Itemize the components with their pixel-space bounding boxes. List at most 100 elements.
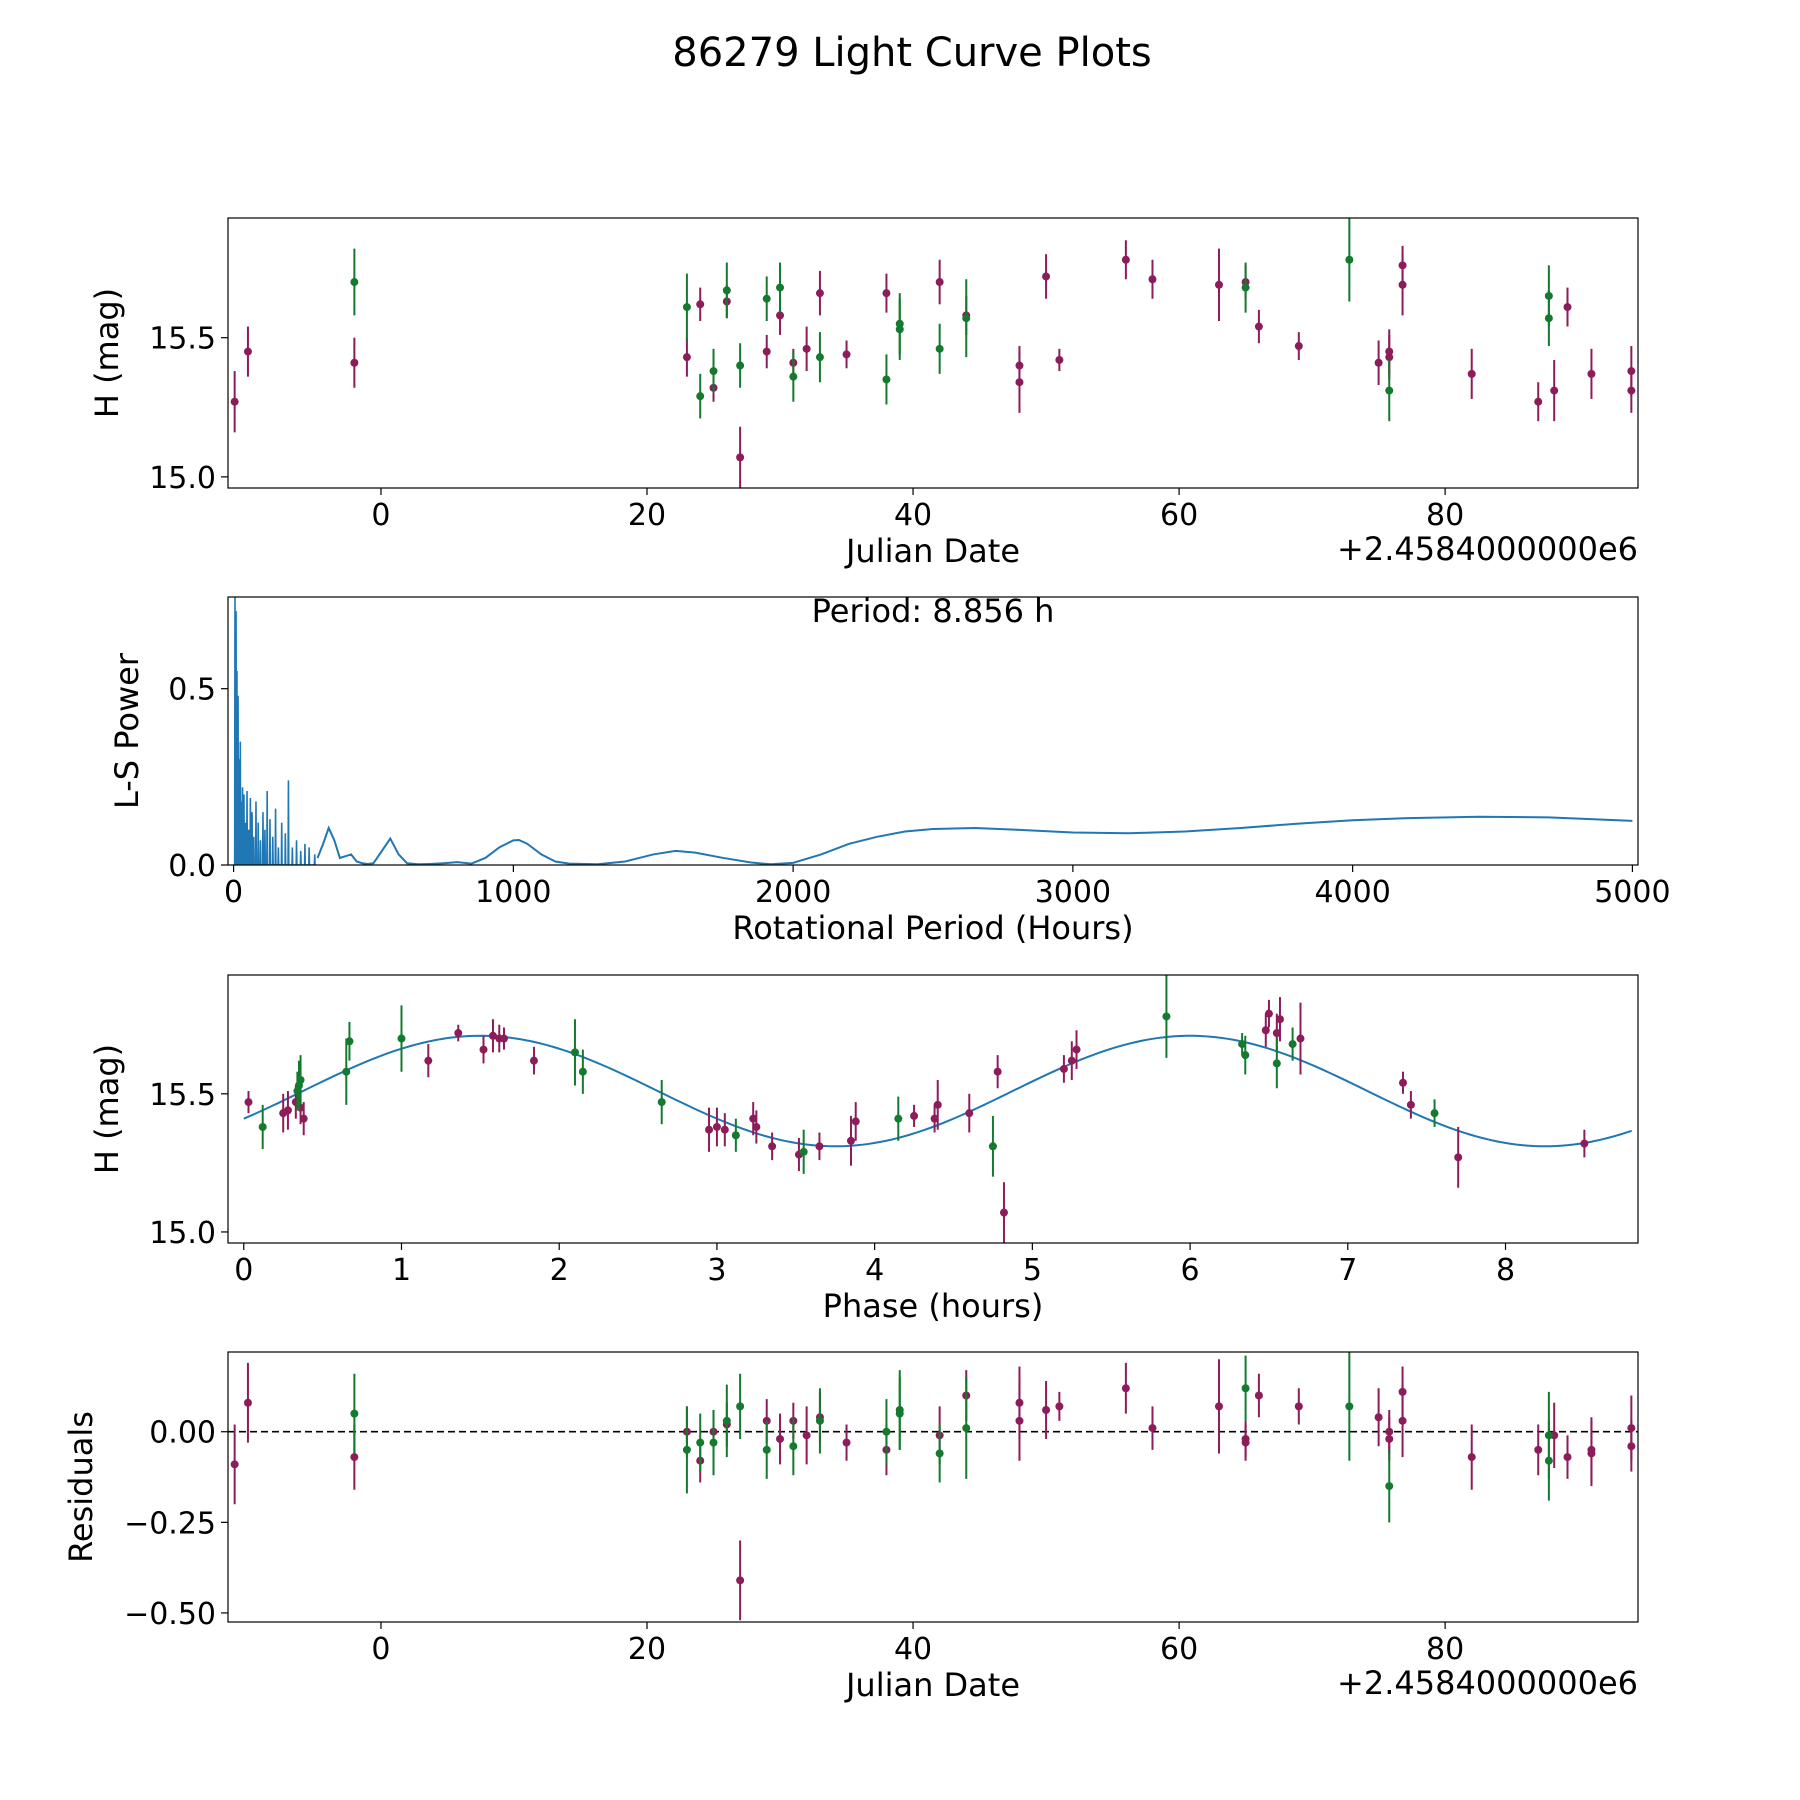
data-point	[244, 1098, 253, 1107]
data-point	[802, 1431, 811, 1440]
x-tick-label: 20	[628, 498, 666, 533]
data-point	[1627, 367, 1636, 376]
data-point	[933, 1100, 942, 1109]
data-point	[1121, 255, 1130, 264]
data-point	[243, 1398, 252, 1407]
data-point	[230, 1460, 239, 1469]
data-point	[1241, 1384, 1250, 1393]
data-point	[529, 1056, 538, 1065]
x-tick-label: 2000	[755, 875, 831, 910]
x-axis-label: Rotational Period (Hours)	[732, 909, 1133, 947]
x-tick-label: 4000	[1314, 875, 1390, 910]
data-point	[1467, 1453, 1476, 1462]
period-annotation: Period: 8.856 h	[812, 592, 1055, 630]
data-point	[965, 1109, 974, 1118]
data-point	[1254, 322, 1263, 331]
data-point	[1398, 1416, 1407, 1425]
data-point	[1587, 369, 1596, 378]
data-point	[1294, 342, 1303, 351]
data-point	[682, 303, 691, 312]
data-point	[1288, 1040, 1297, 1049]
data-point	[776, 1434, 785, 1443]
axes-frame	[227, 596, 1639, 866]
data-point	[1385, 1482, 1394, 1491]
axes-frame	[227, 217, 1639, 489]
data-point	[283, 1106, 292, 1115]
data-point	[768, 1142, 777, 1151]
data-point	[776, 311, 785, 320]
data-point	[350, 1409, 359, 1418]
series-band2	[350, 218, 1553, 422]
x-tick-label: 2	[550, 1253, 569, 1288]
data-point	[935, 1449, 944, 1458]
series-band1	[230, 240, 1636, 488]
data-point	[1238, 1040, 1247, 1049]
data-point	[762, 294, 771, 303]
data-point	[1214, 1402, 1223, 1411]
data-point	[1241, 283, 1250, 292]
data-point	[962, 1424, 971, 1433]
x-tick-label: 4	[865, 1253, 884, 1288]
data-point	[1162, 1012, 1171, 1021]
x-axis-label: Julian Date	[844, 1666, 1020, 1704]
data-point	[1148, 275, 1157, 284]
plot-area	[228, 1352, 1638, 1621]
data-point	[731, 1131, 740, 1140]
data-point	[1374, 1413, 1383, 1422]
data-point	[1015, 378, 1024, 387]
data-point	[1272, 1029, 1281, 1038]
data-point	[815, 289, 824, 298]
data-point	[1627, 1442, 1636, 1451]
data-point	[682, 353, 691, 362]
y-tick-label: 15.5	[149, 1078, 216, 1113]
data-point	[350, 358, 359, 367]
data-point	[789, 1442, 798, 1451]
data-point	[230, 397, 239, 406]
data-point	[1275, 1015, 1284, 1024]
data-point	[762, 1445, 771, 1454]
data-point	[578, 1067, 587, 1076]
x-axis-label: Julian Date	[844, 532, 1020, 570]
x-tick-label: 60	[1160, 498, 1198, 533]
data-point	[1241, 1051, 1250, 1060]
data-point	[1550, 386, 1559, 395]
data-point	[1467, 369, 1476, 378]
y-axis-label: H (mag)	[88, 1044, 126, 1174]
y-tick-label: −0.25	[124, 1506, 216, 1541]
data-point	[988, 1142, 997, 1151]
y-tick-label: 15.0	[149, 1216, 216, 1251]
data-point	[1534, 1445, 1543, 1454]
data-point	[1563, 1453, 1572, 1462]
data-point	[935, 344, 944, 353]
data-point	[454, 1029, 463, 1038]
data-point	[752, 1122, 761, 1131]
y-axis-label: L-S Power	[108, 652, 146, 809]
x-tick-label: 40	[894, 1632, 932, 1667]
x-tick-label: 5000	[1594, 875, 1670, 910]
data-point	[736, 453, 745, 462]
x-tick-label: 5	[1023, 1253, 1042, 1288]
data-point	[1345, 1402, 1354, 1411]
data-point	[342, 1067, 351, 1076]
y-axis-label: Residuals	[62, 1411, 100, 1563]
data-point	[345, 1037, 354, 1046]
data-point	[397, 1034, 406, 1043]
data-point	[1254, 1391, 1263, 1400]
data-point	[1264, 1009, 1273, 1018]
data-point	[296, 1075, 305, 1084]
data-point	[762, 347, 771, 356]
data-point	[749, 1114, 758, 1123]
data-point	[882, 375, 891, 384]
data-point	[846, 1136, 855, 1145]
data-point	[736, 1402, 745, 1411]
data-point	[712, 1122, 721, 1131]
y-tick-label: 0.5	[168, 673, 216, 708]
data-point	[1544, 291, 1553, 300]
data-point	[1042, 1405, 1051, 1414]
data-point	[999, 1208, 1008, 1217]
x-tick-label: 40	[894, 498, 932, 533]
axes-frame	[227, 974, 1639, 1244]
data-point	[479, 1045, 488, 1054]
